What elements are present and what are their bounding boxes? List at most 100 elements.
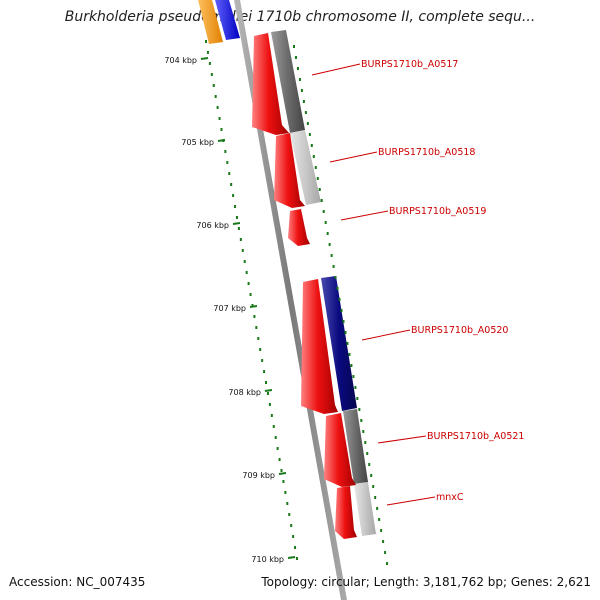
scale-dot — [284, 491, 287, 494]
outer-scale-dot — [362, 430, 365, 433]
outer-scale-dot — [304, 111, 307, 114]
scale-dot — [290, 524, 293, 527]
scale-dot — [206, 51, 209, 54]
scale-tick — [278, 472, 287, 475]
outer-scale-dot — [296, 67, 299, 70]
map-title: Burkholderia pseudomallei 1710b chromoso… — [64, 9, 536, 25]
outer-scale-dot — [360, 419, 363, 422]
gene-label[interactable]: BURPS1710b_A0521 — [427, 431, 524, 442]
scale-dot — [274, 436, 277, 439]
chromosome-backbone — [234, 0, 347, 600]
scale-tick — [232, 222, 241, 225]
gene-callout-line — [377, 435, 427, 444]
outer-scale-dot — [350, 364, 353, 367]
outer-scale-dot — [382, 540, 385, 543]
outer-scale-dot — [364, 441, 367, 444]
scale-tick — [200, 57, 209, 60]
gene-arrow[interactable] — [252, 33, 289, 135]
gene-label[interactable]: BURPS1710b_A0518 — [378, 147, 475, 158]
scale-dot — [280, 469, 283, 472]
scale-dot — [220, 128, 223, 131]
scale-dot — [210, 73, 213, 76]
outer-scale-dot — [316, 177, 319, 180]
scale-tick-label: 704 kbp — [164, 56, 197, 65]
scale-dot — [272, 425, 275, 428]
outer-scale-dot — [324, 221, 327, 224]
scale-dot — [263, 370, 266, 373]
outer-scale-dot — [356, 397, 359, 400]
scale-dot — [243, 260, 246, 263]
gene-arrow[interactable] — [335, 486, 357, 539]
outer-scale-dot — [352, 375, 355, 378]
scale-dot — [251, 304, 254, 307]
scale-dot — [295, 557, 298, 560]
scale-dot — [235, 216, 238, 219]
outer-scale-dot — [372, 485, 375, 488]
gene-callout-line — [386, 496, 436, 506]
outer-scale-dot — [302, 100, 305, 103]
outer-scale-dot — [346, 342, 349, 345]
scale-dot — [261, 359, 264, 362]
scale-dot — [276, 447, 279, 450]
outer-scale-dot — [386, 562, 389, 565]
scale-tick — [249, 305, 258, 308]
scale-tick — [287, 556, 296, 559]
outer-scale-dot — [310, 144, 313, 147]
outer-scale-dot — [368, 463, 371, 466]
outer-scale-dot — [326, 232, 329, 235]
gene-label[interactable]: BURPS1710b_A0519 — [389, 206, 486, 217]
scale-dot — [226, 161, 229, 164]
scale-dot — [216, 106, 219, 109]
accession-label: Accession: NC_007435 — [9, 575, 146, 589]
scale-dot — [249, 293, 252, 296]
outer-scale-dot — [330, 254, 333, 257]
scale-dot — [286, 502, 289, 505]
gene-callout-line — [361, 329, 411, 341]
outer-scale-dots — [293, 45, 389, 565]
scale-dot — [288, 513, 291, 516]
scale-dot — [218, 117, 221, 120]
outer-scale-dot — [340, 309, 343, 312]
outer-scale-dot — [358, 408, 361, 411]
outer-scale-dot — [376, 507, 379, 510]
scale-dot — [266, 392, 269, 395]
genome-stats-label: Topology: circular; Length: 3,181,762 bp… — [261, 575, 591, 589]
scale-dot — [247, 282, 250, 285]
outer-scale-dot — [384, 551, 387, 554]
scale-dot — [208, 62, 211, 65]
outer-scale-dot — [332, 265, 335, 268]
gene-callout-line — [311, 63, 361, 76]
cog-light-gray-bar — [354, 482, 376, 536]
outer-scale-dot — [312, 155, 315, 158]
cog-blue-bar — [215, 0, 240, 40]
scale-dot — [292, 535, 295, 538]
scale-dot — [228, 172, 231, 175]
scale-dot — [294, 546, 297, 549]
gene-arrow[interactable] — [288, 209, 310, 246]
scale-tick-label: 707 kbp — [213, 304, 246, 313]
outer-scale-dot — [328, 243, 331, 246]
scale-tick-label: 706 kbp — [196, 221, 229, 230]
scale-tick — [217, 139, 226, 142]
gene-arrow[interactable] — [324, 413, 356, 487]
gene-label[interactable]: BURPS1710b_A0517 — [361, 59, 458, 70]
outer-scale-dot — [374, 496, 377, 499]
gene-label[interactable]: mnxC — [436, 492, 464, 503]
scale-dot — [245, 271, 248, 274]
scale-dot — [224, 150, 227, 153]
outer-scale-dot — [370, 474, 373, 477]
scale-dot — [205, 40, 207, 43]
scale-dot — [237, 227, 240, 230]
gene-arrow[interactable] — [274, 133, 305, 208]
gene-label[interactable]: BURPS1710b_A0520 — [411, 325, 508, 336]
scale-dot — [282, 480, 285, 483]
outer-scale-dot — [348, 353, 351, 356]
scale-dot — [278, 458, 281, 461]
scale-dot — [265, 381, 268, 384]
scale-dot — [253, 315, 256, 318]
outer-scale-dot — [320, 199, 323, 202]
scale-tick — [264, 389, 273, 392]
cog-orange-bar — [198, 0, 223, 44]
gene-arrow[interactable] — [301, 279, 338, 414]
